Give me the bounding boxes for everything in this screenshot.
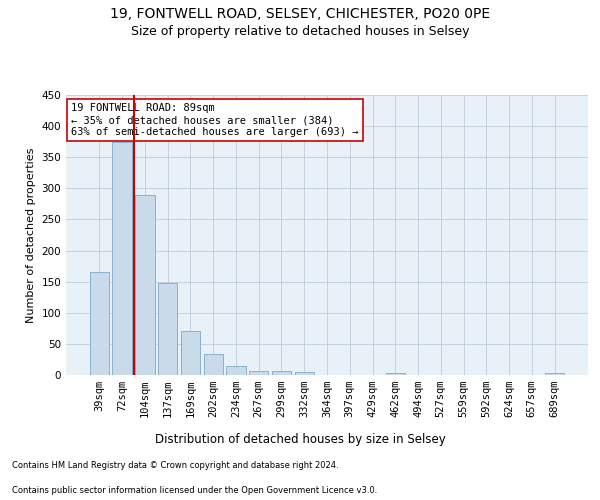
Bar xyxy=(112,142,132,375)
Bar xyxy=(249,370,268,375)
Text: Size of property relative to detached houses in Selsey: Size of property relative to detached ho… xyxy=(131,25,469,38)
Bar xyxy=(386,372,405,375)
Bar xyxy=(203,354,223,375)
Bar xyxy=(545,372,564,375)
Bar xyxy=(226,366,245,375)
Bar xyxy=(295,372,314,375)
Bar xyxy=(135,194,155,375)
Text: 19 FONTWELL ROAD: 89sqm
← 35% of detached houses are smaller (384)
63% of semi-d: 19 FONTWELL ROAD: 89sqm ← 35% of detache… xyxy=(71,104,359,136)
Y-axis label: Number of detached properties: Number of detached properties xyxy=(26,148,36,322)
Bar xyxy=(272,372,291,375)
Text: 19, FONTWELL ROAD, SELSEY, CHICHESTER, PO20 0PE: 19, FONTWELL ROAD, SELSEY, CHICHESTER, P… xyxy=(110,8,490,22)
Bar xyxy=(181,332,200,375)
Text: Contains HM Land Registry data © Crown copyright and database right 2024.: Contains HM Land Registry data © Crown c… xyxy=(12,461,338,470)
Text: Distribution of detached houses by size in Selsey: Distribution of detached houses by size … xyxy=(155,432,445,446)
Text: Contains public sector information licensed under the Open Government Licence v3: Contains public sector information licen… xyxy=(12,486,377,495)
Bar xyxy=(90,272,109,375)
Bar xyxy=(158,283,178,375)
